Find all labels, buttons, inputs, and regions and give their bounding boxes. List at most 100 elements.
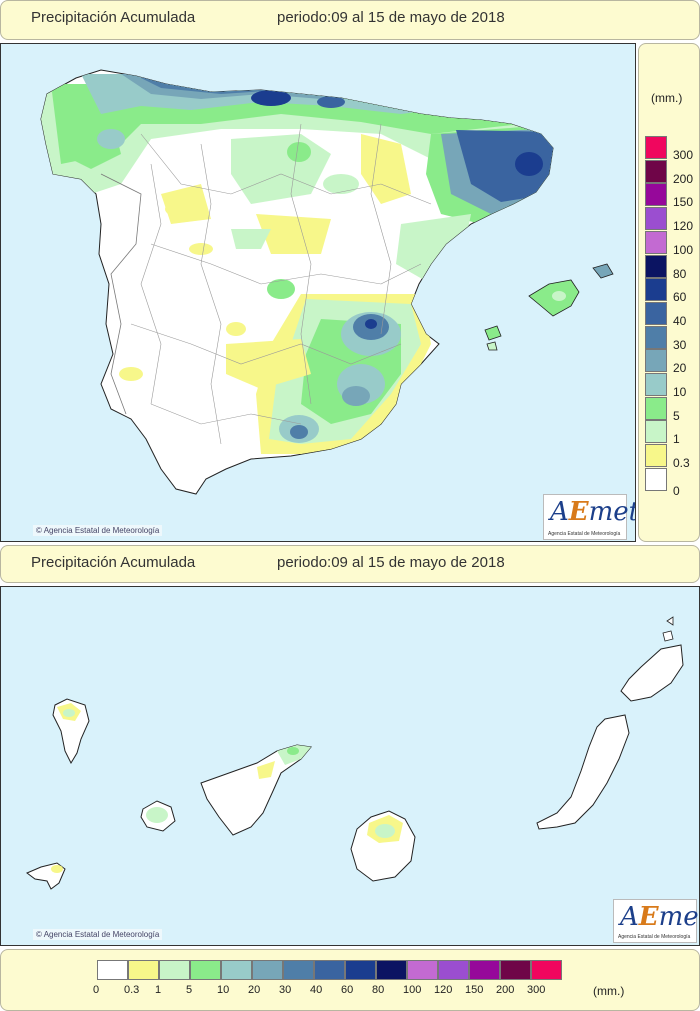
vertical-legend-label: 5 — [673, 408, 680, 423]
horizontal-legend-swatch — [190, 960, 221, 980]
vertical-legend-row: 10 — [641, 373, 699, 399]
vertical-legend-label: 300 — [673, 148, 694, 162]
vertical-legend: (mm.) 300 200 150 120 100 80 60 40 30 20 10 5 1 0.3 0 — [638, 43, 700, 542]
horizontal-legend-swatch — [345, 960, 376, 980]
horizontal-legend-swatch — [407, 960, 438, 980]
peninsula-map: © Agencia Estatal de Meteorología AEmet … — [0, 43, 636, 542]
province-borders — [130, 123, 432, 445]
horizontal-legend-swatch — [221, 960, 252, 980]
vertical-legend-label: 100 — [673, 242, 694, 257]
vertical-legend-swatch — [645, 420, 667, 444]
lanzarote-island — [620, 616, 684, 702]
vertical-legend-swatch — [645, 444, 667, 468]
gran-canaria-island — [350, 810, 416, 882]
bottom-copyright: © Agencia Estatal de Meteorología — [33, 929, 163, 940]
vertical-legend-swatch — [645, 230, 667, 254]
vertical-legend-label: 0 — [673, 483, 680, 498]
peninsula-map-svg — [40, 69, 614, 495]
la-palma-island — [52, 698, 90, 765]
vertical-legend-label: 20 — [673, 361, 687, 376]
vertical-legend-swatch — [645, 349, 667, 373]
horizontal-legend-label: 60 — [341, 984, 354, 996]
vertical-legend-label: 30 — [673, 337, 687, 352]
vertical-legend-swatch — [645, 254, 667, 278]
vertical-legend-label: 200 — [673, 171, 694, 186]
horizontal-legend-swatch — [252, 960, 283, 980]
vertical-legend-swatch — [645, 396, 667, 420]
vertical-legend-unit: (mm.) — [651, 91, 683, 105]
horizontal-legend-swatch — [283, 960, 314, 980]
horizontal-legend-label: 100 — [403, 984, 422, 996]
vertical-legend-row: 30 — [641, 325, 699, 352]
vertical-legend-swatch — [645, 325, 667, 349]
horizontal-legend-label: 200 — [496, 984, 515, 996]
top-aemet-logo: AEmet Agencia Estatal de Meteorología — [543, 494, 635, 540]
vertical-legend-label: 60 — [673, 290, 687, 305]
horizontal-legend-label: 5 — [186, 984, 193, 996]
vertical-legend-row: 80 — [641, 254, 699, 281]
horizontal-legend-unit: (mm.) — [593, 984, 625, 998]
vertical-legend-row: 40 — [641, 301, 699, 328]
vertical-legend-swatch — [645, 159, 667, 183]
vertical-legend-swatch — [645, 207, 667, 231]
top-map-period: periodo:09 al 15 de mayo de 2018 — [277, 9, 505, 26]
vertical-legend-swatch — [645, 467, 667, 491]
vertical-legend-swatch — [645, 183, 667, 207]
vertical-legend-row: 60 — [641, 278, 699, 305]
horizontal-legend-swatch — [438, 960, 469, 980]
horizontal-legend-label: 10 — [217, 984, 230, 996]
el-hierro-island — [26, 862, 66, 890]
vertical-legend-label: 150 — [673, 195, 694, 210]
horizontal-legend-label: 300 — [527, 984, 546, 996]
vertical-legend-row: 1 — [641, 420, 699, 447]
horizontal-legend-swatch — [531, 960, 562, 980]
horizontal-legend-scale: 0 0.3 1 5 10 20 30 40 60 80 100 120 150 200 300 — [93, 950, 567, 1010]
horizontal-legend-swatch — [376, 960, 407, 980]
horizontal-legend-label: 0.3 — [124, 984, 140, 996]
horizontal-legend: 0 0.3 1 5 10 20 30 40 60 80 100 120 150 200 300 (mm.) — [0, 949, 700, 1011]
top-title-bar: Precipitación Acumulada periodo:09 al 15… — [0, 0, 700, 40]
vertical-legend-label: 0.3 — [673, 456, 690, 471]
vertical-legend-row: 300 — [641, 136, 699, 162]
vertical-legend-label: 10 — [673, 385, 687, 399]
canarias-map-svg — [26, 616, 684, 890]
horizontal-legend-label: 30 — [279, 984, 292, 996]
bottom-aemet-logo: AEmet Agencia Estatal de Meteorología — [613, 899, 699, 943]
vertical-legend-row: 120 — [641, 207, 699, 234]
vertical-legend-scale: 300 200 150 120 100 80 60 40 30 20 10 5 1 0.3 0 — [641, 136, 699, 506]
vertical-legend-label: 40 — [673, 313, 687, 328]
horizontal-legend-label: 40 — [310, 984, 323, 996]
baleares-islands — [484, 263, 614, 351]
tenerife-island — [200, 744, 312, 836]
horizontal-legend-swatch — [97, 960, 128, 980]
bottom-map-title: Precipitación Acumulada — [31, 554, 196, 571]
vertical-legend-row: 150 — [641, 183, 699, 210]
portugal-border — [100, 173, 142, 415]
horizontal-legend-label: 150 — [465, 984, 484, 996]
vertical-legend-label: 120 — [673, 219, 694, 234]
horizontal-legend-label: 20 — [248, 984, 261, 996]
vertical-legend-swatch — [645, 301, 667, 325]
vertical-legend-row: 0.3 — [641, 444, 699, 471]
canarias-map: © Agencia Estatal de Meteorología AEmet … — [0, 586, 700, 946]
la-gomera-island — [140, 800, 176, 832]
bottom-title-bar: Precipitación Acumulada periodo:09 al 15… — [0, 545, 700, 583]
vertical-legend-swatch — [645, 136, 667, 159]
vertical-legend-row: 100 — [641, 230, 699, 257]
fuerteventura-island — [536, 714, 630, 830]
vertical-legend-swatch — [645, 278, 667, 302]
top-copyright: © Agencia Estatal de Meteorología — [33, 525, 163, 536]
horizontal-legend-swatch — [469, 960, 500, 980]
vertical-legend-row: 5 — [641, 396, 699, 423]
horizontal-legend-label: 120 — [434, 984, 453, 996]
vertical-legend-label: 1 — [673, 432, 680, 447]
bottom-map-period: periodo:09 al 15 de mayo de 2018 — [277, 554, 505, 571]
vertical-legend-row: 0 — [641, 467, 699, 498]
horizontal-legend-label: 1 — [155, 984, 162, 996]
horizontal-legend-swatch — [314, 960, 345, 980]
horizontal-legend-label: 0 — [93, 984, 100, 996]
horizontal-legend-swatch — [128, 960, 159, 980]
vertical-legend-swatch — [645, 373, 667, 396]
vertical-legend-row: 200 — [641, 159, 699, 186]
horizontal-legend-swatch — [159, 960, 190, 980]
